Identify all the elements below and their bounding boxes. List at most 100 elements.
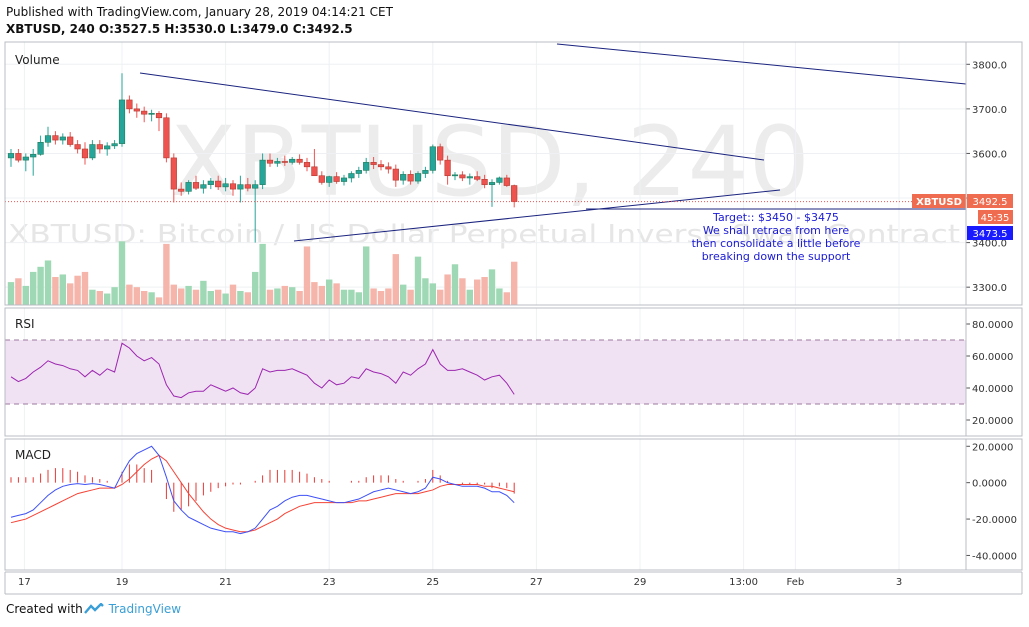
candle-body bbox=[437, 146, 444, 161]
candle-body bbox=[244, 184, 251, 189]
symbol-tag-label: XBTUSD bbox=[916, 197, 962, 208]
candle-body bbox=[222, 183, 229, 188]
candle-body bbox=[259, 159, 266, 185]
timer-tag-label: 45:35 bbox=[981, 213, 1010, 224]
candle-body bbox=[7, 153, 15, 159]
level-tag-label: 3473.5 bbox=[973, 229, 1008, 240]
volume-bar bbox=[163, 243, 170, 305]
volume-bar bbox=[192, 289, 200, 305]
volume-bar bbox=[44, 260, 52, 305]
candle-body bbox=[192, 182, 200, 189]
volume-bar bbox=[348, 289, 355, 305]
candle-body bbox=[481, 178, 488, 185]
candle-body bbox=[333, 176, 340, 182]
candle-body bbox=[126, 99, 133, 110]
candle-body bbox=[511, 185, 518, 202]
price-tick-label: 3700.0 bbox=[972, 105, 1007, 116]
volume-bar bbox=[466, 289, 473, 305]
volume-bar bbox=[511, 261, 518, 305]
candle-body bbox=[348, 173, 355, 179]
volume-bar bbox=[148, 292, 155, 305]
volume-bar bbox=[333, 283, 340, 305]
volume-bar bbox=[392, 254, 399, 305]
candle-body bbox=[274, 161, 281, 164]
volume-bar bbox=[237, 291, 244, 305]
volume-bar bbox=[215, 289, 222, 305]
time-tick-label: Feb bbox=[787, 577, 805, 588]
close-label: C: bbox=[292, 22, 307, 36]
volume-bar bbox=[30, 271, 37, 305]
low-label: L: bbox=[229, 22, 243, 36]
volume-bar bbox=[444, 274, 451, 305]
volume-bar bbox=[178, 288, 185, 305]
volume-bar bbox=[141, 291, 148, 305]
volume-bar bbox=[274, 288, 281, 305]
pane-border bbox=[4, 438, 1023, 571]
candle-body bbox=[89, 144, 96, 159]
volume-bar bbox=[474, 279, 481, 305]
created-with-label: Created with bbox=[6, 602, 83, 616]
candle-body bbox=[237, 184, 244, 190]
published-line: Published with TradingView.com, January … bbox=[6, 5, 393, 19]
candle-body bbox=[503, 177, 510, 186]
long-trendline bbox=[556, 43, 967, 85]
candle-body bbox=[185, 182, 192, 192]
time-tick-label: 21 bbox=[219, 577, 232, 588]
candle-body bbox=[178, 188, 185, 192]
volume-bar bbox=[104, 293, 111, 305]
close-value: 3492.5 bbox=[306, 22, 353, 36]
volume-bar bbox=[244, 292, 251, 305]
candle-body bbox=[451, 174, 459, 177]
candle-body bbox=[118, 99, 126, 144]
candle-body bbox=[67, 136, 74, 145]
volume-bar bbox=[385, 288, 392, 305]
symbol-ohlc-line: XBTUSD, 240 O:3527.5 H:3530.0 L:3479.0 C… bbox=[6, 22, 353, 36]
volume-bar bbox=[400, 284, 407, 305]
macd-line bbox=[10, 445, 515, 535]
volume-bar bbox=[81, 271, 89, 305]
candle-body bbox=[30, 154, 37, 158]
volume-bar bbox=[37, 266, 44, 305]
pane-border bbox=[4, 307, 1023, 437]
candle-body bbox=[496, 177, 503, 183]
volume-bar bbox=[222, 293, 229, 305]
volume-bar bbox=[422, 278, 429, 305]
macd-pane-title: MACD bbox=[15, 448, 51, 462]
annotation-line: breaking down the support bbox=[702, 250, 851, 263]
candle-body bbox=[407, 174, 414, 182]
volume-bar bbox=[289, 287, 296, 305]
volume-bar bbox=[414, 256, 422, 305]
time-tick-label: 13:00 bbox=[729, 577, 758, 588]
macd-tick-label: -20.0000 bbox=[972, 515, 1017, 526]
candle-body bbox=[289, 158, 296, 163]
tradingview-brand[interactable]: TradingView bbox=[108, 602, 182, 616]
candle-body bbox=[303, 162, 311, 168]
candle-body bbox=[133, 108, 140, 112]
volume-bar bbox=[429, 283, 436, 305]
candle-body bbox=[148, 113, 155, 115]
volume-bar bbox=[481, 277, 488, 305]
candle-body bbox=[44, 135, 52, 143]
candle-body bbox=[252, 184, 259, 189]
open-label: O: bbox=[98, 22, 114, 36]
candle-body bbox=[229, 183, 237, 190]
macd-signal-line bbox=[10, 454, 515, 533]
volume-bar bbox=[370, 288, 377, 305]
candle-body bbox=[377, 164, 385, 168]
volume-bar bbox=[118, 241, 126, 305]
time-tick-label: 29 bbox=[634, 577, 647, 588]
volume-bar bbox=[281, 285, 288, 305]
volume-bar bbox=[459, 278, 466, 305]
price-tag-label: 3492.5 bbox=[973, 197, 1008, 208]
symbol-label: XBTUSD, 240 bbox=[6, 22, 95, 36]
candle-body bbox=[155, 113, 163, 119]
candle-body bbox=[363, 162, 370, 171]
candle-body bbox=[170, 157, 177, 190]
volume-bar bbox=[407, 289, 414, 305]
candle-body bbox=[459, 174, 466, 179]
candle-body bbox=[392, 168, 399, 181]
candle-body bbox=[311, 166, 318, 177]
rsi-tick-label: 80.0000 bbox=[972, 320, 1013, 331]
time-tick-label: 17 bbox=[18, 577, 31, 588]
